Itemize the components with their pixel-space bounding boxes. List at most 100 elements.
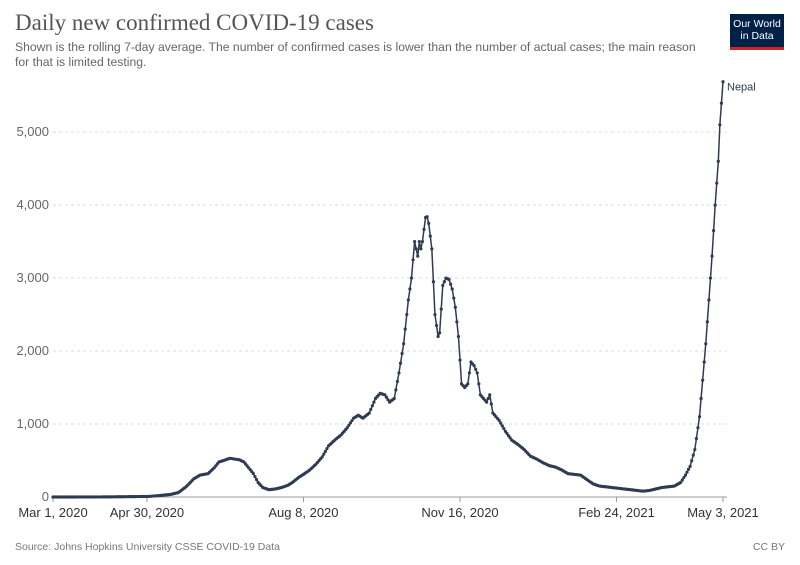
data-point — [345, 426, 349, 430]
data-point — [713, 203, 717, 207]
x-tick-label: Mar 1, 2020 — [18, 505, 87, 520]
data-point — [323, 449, 327, 453]
data-point — [430, 247, 434, 251]
data-point — [427, 221, 431, 225]
chart-subtitle: Shown is the rolling 7-day average. The … — [15, 40, 696, 69]
x-tick-label: May 3, 2021 — [687, 505, 759, 520]
data-point — [414, 247, 418, 251]
data-point — [455, 320, 459, 324]
x-tick-label: Nov 16, 2020 — [421, 505, 498, 520]
chart-title: Daily new confirmed COVID-19 cases — [15, 10, 374, 35]
data-point — [394, 388, 398, 392]
data-point — [699, 396, 703, 401]
data-point — [398, 361, 403, 365]
data-point — [701, 378, 705, 382]
data-point — [416, 254, 420, 258]
data-point — [474, 367, 478, 371]
y-tick-label: 4,000 — [16, 197, 49, 212]
logo-accent-bar — [730, 47, 784, 50]
data-point — [452, 296, 456, 300]
data-point — [409, 276, 414, 280]
data-point — [439, 307, 443, 311]
source-note[interactable]: Source: Johns Hopkins University CSSE CO… — [15, 541, 280, 553]
data-point — [497, 418, 501, 422]
data-point — [413, 239, 417, 244]
data-point — [405, 312, 409, 317]
data-point — [485, 400, 489, 404]
data-point — [384, 395, 389, 399]
data-point — [320, 455, 324, 459]
data-point — [486, 396, 490, 401]
data-point — [425, 215, 429, 219]
data-point — [502, 426, 506, 431]
data-point — [690, 459, 694, 463]
data-point — [719, 101, 724, 105]
y-tick-label: 3,000 — [16, 270, 49, 285]
data-point — [679, 480, 683, 484]
data-point — [392, 396, 396, 401]
data-point — [350, 418, 354, 423]
data-point — [686, 467, 691, 471]
data-point — [449, 282, 453, 286]
data-point — [419, 247, 423, 251]
y-tick-label: 5,000 — [16, 124, 49, 139]
data-point — [694, 437, 698, 441]
data-point — [434, 323, 439, 328]
data-point — [408, 287, 412, 291]
logo-line-1: Our World — [733, 18, 781, 30]
logo-line-2: in Data — [740, 30, 774, 42]
data-point — [718, 123, 722, 127]
data-point — [682, 475, 686, 480]
data-point — [472, 364, 476, 368]
data-point — [370, 404, 374, 408]
data-point — [685, 470, 689, 474]
x-tick-label: Feb 24, 2021 — [578, 505, 655, 520]
data-point — [499, 421, 503, 425]
data-point — [693, 447, 697, 452]
data-point — [691, 453, 695, 457]
data-point — [438, 331, 442, 335]
data-point — [477, 382, 481, 386]
data-point — [702, 360, 706, 364]
y-tick-label: 2,000 — [16, 343, 49, 358]
data-point — [431, 280, 435, 284]
data-point — [716, 159, 720, 163]
data-point — [322, 452, 326, 456]
x-tick-label: Apr 30, 2020 — [110, 505, 184, 520]
data-point — [395, 379, 399, 384]
data-point — [386, 398, 390, 402]
y-tick-label: 1,000 — [16, 416, 49, 431]
data-point — [253, 474, 257, 479]
data-point — [688, 464, 692, 468]
data-point — [367, 411, 371, 415]
data-point — [456, 334, 461, 339]
data-point — [458, 358, 462, 362]
data-point — [488, 393, 492, 397]
data-point — [680, 478, 684, 482]
owid-logo[interactable]: Our World in Data — [730, 14, 784, 50]
data-point — [710, 254, 714, 258]
data-point — [467, 371, 471, 375]
data-point — [453, 305, 457, 309]
x-tick-label: Aug 8, 2020 — [268, 505, 338, 520]
line-chart: 0 1,000 2,000 3,000 4,000 5,000 Mar 1, 2020 Apr… — [16, 80, 759, 520]
data-point — [707, 298, 711, 302]
data-point — [489, 402, 493, 406]
data-point — [348, 421, 353, 425]
data-point — [475, 371, 479, 375]
license-label[interactable]: CC BY — [752, 541, 785, 553]
series-line-nepal — [53, 81, 724, 498]
data-point — [406, 298, 410, 302]
data-point — [251, 472, 255, 476]
data-point — [441, 283, 445, 287]
data-point — [417, 239, 421, 244]
data-point — [466, 382, 470, 386]
data-point — [447, 277, 451, 282]
data-point — [712, 229, 716, 233]
data-point — [697, 415, 702, 419]
data-point — [442, 280, 446, 284]
data-point — [704, 342, 708, 346]
data-point — [715, 181, 719, 185]
data-point — [436, 334, 440, 339]
data-point — [397, 371, 401, 375]
